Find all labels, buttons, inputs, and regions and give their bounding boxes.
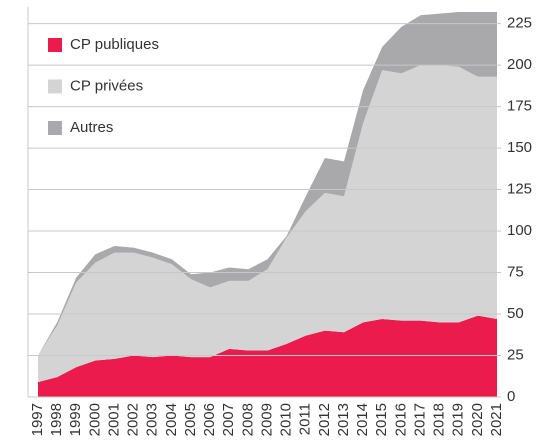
y-tick-label: 175 (507, 98, 532, 115)
y-tick-label: 125 (507, 181, 532, 198)
x-tick-label: 2020 (469, 403, 486, 436)
x-tick-label: 2008 (239, 403, 256, 436)
x-tick-label: 2012 (316, 403, 333, 436)
x-tick-label: 2000 (86, 403, 103, 436)
x-tick-label: 2019 (450, 403, 467, 436)
x-tick-label: 1997 (29, 403, 46, 436)
x-tick-label: 2010 (278, 403, 295, 436)
y-tick-label: 25 (507, 346, 524, 363)
y-tick-label: 150 (507, 139, 532, 156)
x-tick-label: 2015 (373, 403, 390, 436)
y-tick-label: 200 (507, 56, 532, 73)
area (38, 11, 497, 356)
x-tick-label: 1999 (67, 403, 84, 436)
x-tick-label: 2014 (354, 403, 371, 436)
x-tick-label: 2021 (488, 403, 505, 436)
x-tick-label: 2001 (105, 403, 122, 436)
x-tick-label: 2004 (163, 403, 180, 436)
x-tick-label: 2007 (220, 403, 237, 436)
y-tick-label: 75 (507, 264, 524, 281)
legend-swatch (48, 121, 62, 135)
legend-label: Autres (70, 119, 113, 136)
x-tick-label: 2017 (411, 403, 428, 436)
y-tick-label: 100 (507, 222, 532, 239)
x-tick-label: 2002 (125, 403, 142, 436)
x-tick-label: 1998 (48, 403, 65, 436)
area (38, 65, 497, 383)
legend-label: CP privées (70, 77, 143, 94)
x-tick-label: 2016 (392, 403, 409, 436)
y-tick-label: 225 (507, 15, 532, 32)
x-tick-label: 2018 (431, 403, 448, 436)
x-tick-label: 2003 (144, 403, 161, 436)
x-tick-label: 2013 (335, 403, 352, 436)
area (38, 315, 497, 397)
y-tick-label: 0 (507, 388, 515, 405)
x-tick-label: 2005 (182, 403, 199, 436)
legend-swatch (48, 79, 62, 94)
x-tick-label: 2011 (297, 403, 314, 435)
x-tick-label: 2009 (258, 403, 275, 436)
legend-label: CP publiques (70, 36, 159, 53)
legend-swatch (48, 38, 62, 52)
x-tick-label: 2006 (201, 403, 218, 436)
y-tick-label: 50 (507, 305, 524, 322)
